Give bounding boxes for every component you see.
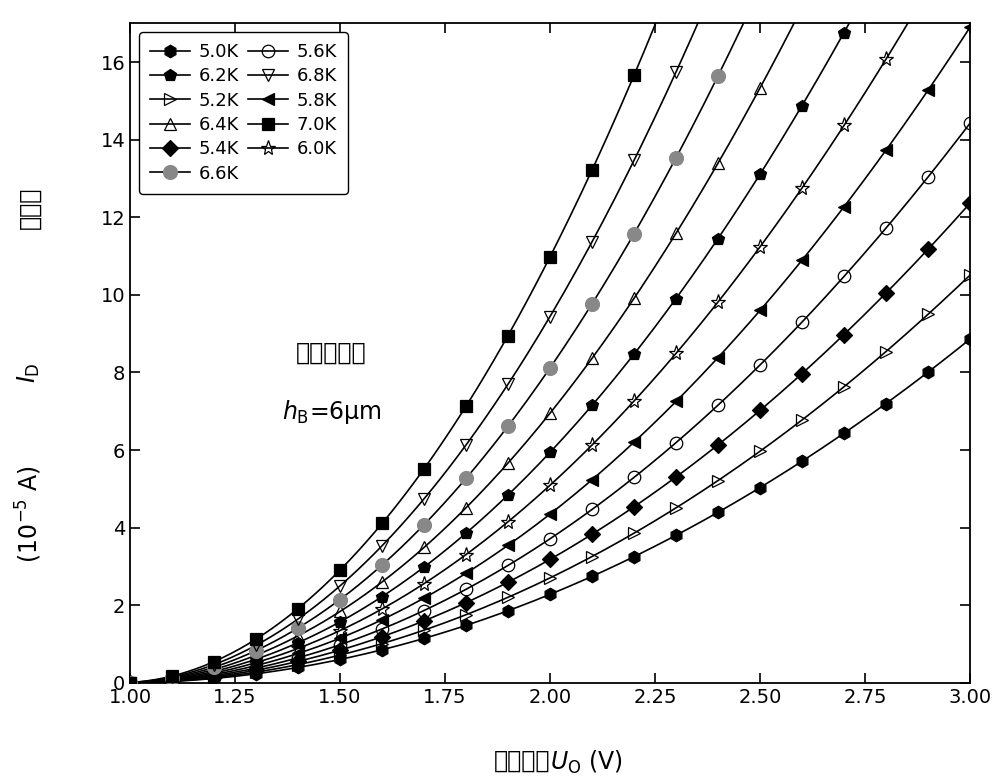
Text: $h_{\rm B}$=6μm: $h_{\rm B}$=6μm [282, 398, 382, 427]
Text: (10$^{-5}$ A): (10$^{-5}$ A) [14, 466, 44, 570]
Text: $U_{\rm O}$ (V): $U_{\rm O}$ (V) [550, 749, 623, 776]
Text: $I_{\rm D}$: $I_{\rm D}$ [16, 362, 42, 383]
Text: 暗电流: 暗电流 [17, 187, 41, 229]
Text: 阻挡层厚度: 阻挡层厚度 [296, 341, 367, 365]
Legend: 5.0K, 6.2K, 5.2K, 6.4K, 5.4K, 6.6K, 5.6K, 6.8K, 5.8K, 7.0K, 6.0K: 5.0K, 6.2K, 5.2K, 6.4K, 5.4K, 6.6K, 5.6K… [139, 33, 348, 193]
Text: 工作偏压: 工作偏压 [494, 749, 550, 773]
